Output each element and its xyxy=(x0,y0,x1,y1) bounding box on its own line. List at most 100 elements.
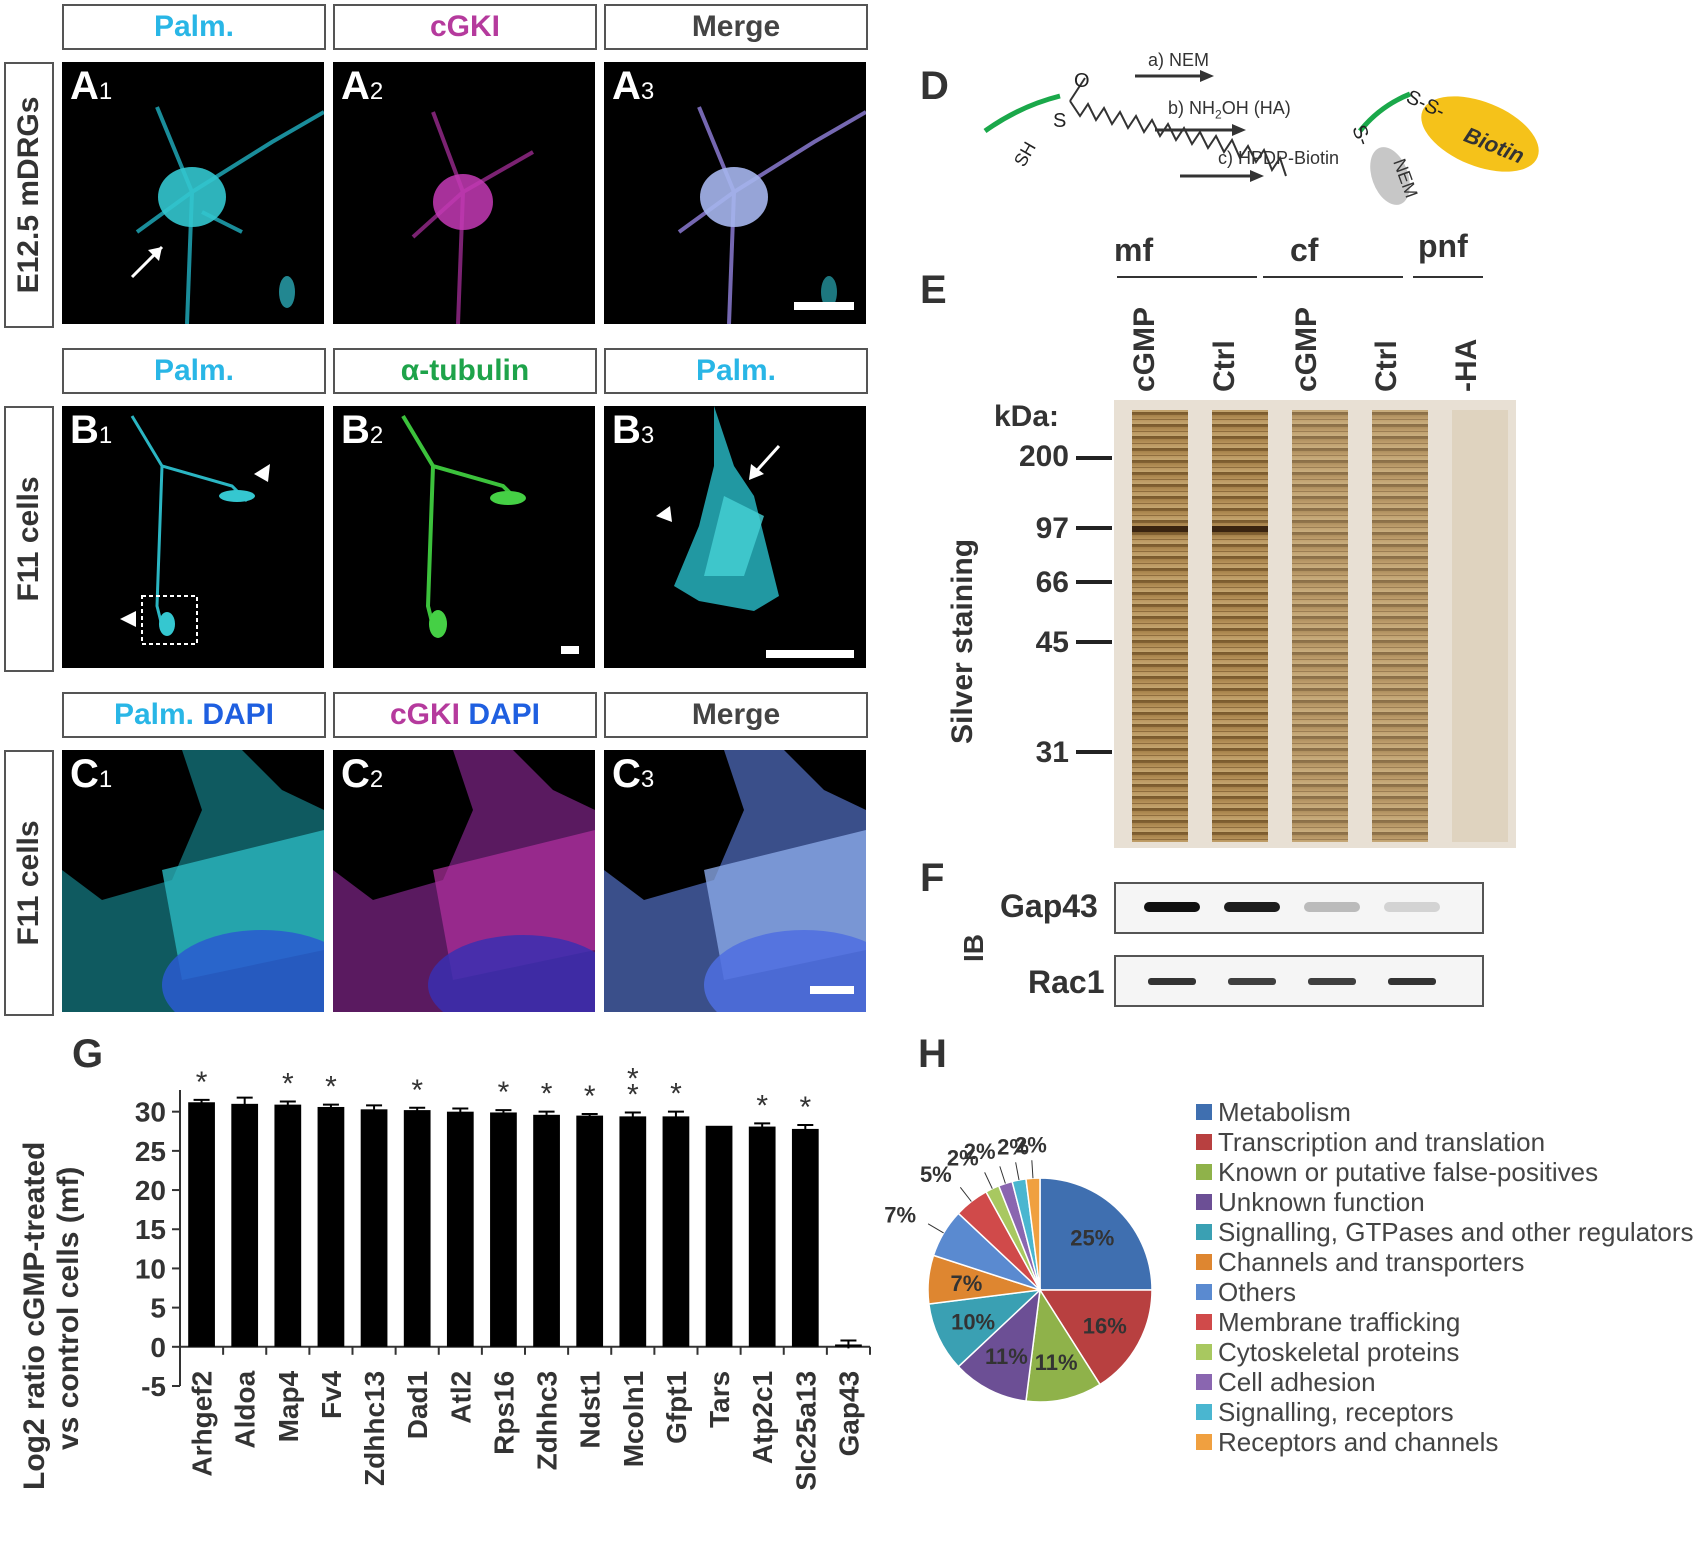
label-b3: B3 xyxy=(612,408,655,452)
x-category-label: Atp2c1 xyxy=(747,1371,778,1464)
x-category-label: Fv4 xyxy=(316,1370,347,1419)
o-label: O xyxy=(1074,70,1090,92)
panel-letter-g: G xyxy=(72,1032,104,1076)
pie-slice xyxy=(1039,1177,1153,1291)
lane-label-2: Ctrl xyxy=(1208,340,1241,392)
legend-label: Signalling, receptors xyxy=(1218,1396,1454,1427)
header-a3: Merge xyxy=(604,4,868,50)
pie-value-label: 2% xyxy=(1015,1132,1047,1157)
gap43-band xyxy=(1304,902,1360,912)
category-pie-chart: 25%16%11%11%10%7%7%5%2%2% 2%2% xyxy=(884,1132,1153,1403)
legend-item: Receptors and channels xyxy=(1196,1426,1499,1457)
pie-value-label: 7% xyxy=(884,1203,916,1228)
legend-swatch xyxy=(1196,1134,1212,1150)
panel-letter-f: F xyxy=(920,856,945,900)
legend-item: Known or putative false-positives xyxy=(1196,1156,1599,1187)
x-category-label: Tars xyxy=(704,1371,735,1428)
legend-item: Unknown function xyxy=(1196,1187,1425,1217)
label-b1: B1 xyxy=(70,408,113,452)
marker-97: 97 xyxy=(1035,512,1069,545)
lane-label-3: cGMP xyxy=(1290,306,1323,392)
row-label-b: F11 cells xyxy=(4,406,54,672)
y-tick-label: 0 xyxy=(150,1332,166,1363)
row-label-c: F11 cells xyxy=(4,750,54,1016)
label-c1: C1 xyxy=(70,752,113,796)
step-c-label: c) HPDP-Biotin xyxy=(1218,148,1340,168)
header-b2: α-tubulin xyxy=(333,348,597,394)
rac1-band xyxy=(1228,978,1276,985)
x-category-label: Map4 xyxy=(273,1370,304,1442)
rac1-band xyxy=(1148,978,1196,985)
legend-item: Membrane trafficking xyxy=(1196,1307,1460,1337)
legend-label: Receptors and channels xyxy=(1218,1426,1499,1457)
group-line-cf xyxy=(1263,276,1403,278)
biotin-switch-scheme xyxy=(983,70,1539,205)
silver-staining-label: Silver staining xyxy=(946,538,979,744)
x-category-label: Rps16 xyxy=(488,1371,519,1455)
legend-item: Signalling, GTPases and other regulators xyxy=(1196,1217,1694,1247)
pie-value-label: 2% xyxy=(947,1146,979,1171)
legend-item: Channels and transporters xyxy=(1196,1246,1525,1277)
cell-cyan xyxy=(120,415,270,645)
pie-slice xyxy=(957,1288,1042,1402)
x-category-label: Gap43 xyxy=(833,1371,864,1457)
log2-ratio-bar-chart: 30 25 20 15 10 5 0 -5 * Arhgef2 Aldoa * Map4 * Fv4 Zdhh… xyxy=(135,1062,871,1491)
bar xyxy=(446,1111,474,1347)
pie-value-label: 5% xyxy=(920,1162,952,1187)
legend-label: Known or putative false-positives xyxy=(1218,1156,1599,1187)
group-pnf: pnf xyxy=(1418,228,1468,264)
neuron-cyan xyxy=(130,106,324,324)
legend-item: Transcription and translation xyxy=(1196,1126,1546,1157)
label-a2: A2 xyxy=(341,64,384,108)
bar xyxy=(231,1103,259,1347)
group-cf: cf xyxy=(1290,232,1319,268)
label-c3: C3 xyxy=(612,752,655,796)
cell-magenta-dapi xyxy=(333,750,595,1012)
significance-mark: * xyxy=(756,1089,768,1122)
s-label: S xyxy=(1053,110,1067,132)
x-category-label: Slc25a13 xyxy=(790,1371,821,1491)
marker-31: 31 xyxy=(1035,736,1069,769)
x-category-label: Aldoa xyxy=(230,1370,261,1448)
bar xyxy=(533,1114,560,1347)
bar xyxy=(274,1104,302,1347)
bar xyxy=(748,1126,776,1347)
image-a2: A2 xyxy=(333,62,595,324)
pie-value-label: 11% xyxy=(1035,1350,1078,1375)
pie-leader-line xyxy=(1031,1160,1034,1179)
legend-swatch xyxy=(1196,1164,1212,1180)
bar xyxy=(403,1110,431,1347)
pie-value-label: 16% xyxy=(1083,1314,1127,1339)
lane-label-1: cGMP xyxy=(1128,306,1161,392)
blot-label-gap43: Gap43 xyxy=(1000,888,1098,924)
legend-swatch xyxy=(1196,1314,1212,1330)
x-category-label: Zdhhc3 xyxy=(532,1371,563,1471)
legend-swatch xyxy=(1196,1224,1212,1240)
significance-mark: * xyxy=(584,1080,596,1113)
row-label-a: E12.5 mDRGs xyxy=(4,62,54,328)
significance-mark: * xyxy=(282,1067,294,1100)
significance-mark: * xyxy=(670,1078,682,1111)
legend-label: Cell adhesion xyxy=(1218,1366,1376,1397)
legend-swatch xyxy=(1196,1194,1212,1210)
cell-cyan-dapi xyxy=(62,750,324,1012)
western-blot xyxy=(1114,882,1484,1007)
pie-leader-line xyxy=(1015,1162,1020,1181)
label-a1: A1 xyxy=(70,64,113,108)
rac1-band xyxy=(1388,978,1436,985)
y-tick-label: 30 xyxy=(135,1097,166,1128)
significance-mark: * xyxy=(541,1078,553,1111)
gap43-band xyxy=(1144,902,1200,912)
bar xyxy=(576,1115,604,1347)
legend-label: Transcription and translation xyxy=(1218,1126,1546,1157)
legend-swatch xyxy=(1196,1284,1212,1300)
legend-swatch xyxy=(1196,1344,1212,1360)
step-b-label: b) NH2OH (HA) xyxy=(1168,98,1291,122)
x-category-label: Arhgef2 xyxy=(187,1371,218,1477)
legend-swatch xyxy=(1196,1434,1212,1450)
image-b3: B3 xyxy=(604,406,866,668)
x-category-label: Zdhhc13 xyxy=(359,1371,390,1486)
x-category-label: Gfpt1 xyxy=(661,1371,692,1444)
legend-label: Channels and transporters xyxy=(1218,1246,1525,1277)
panel-letter-e: E xyxy=(920,268,947,312)
